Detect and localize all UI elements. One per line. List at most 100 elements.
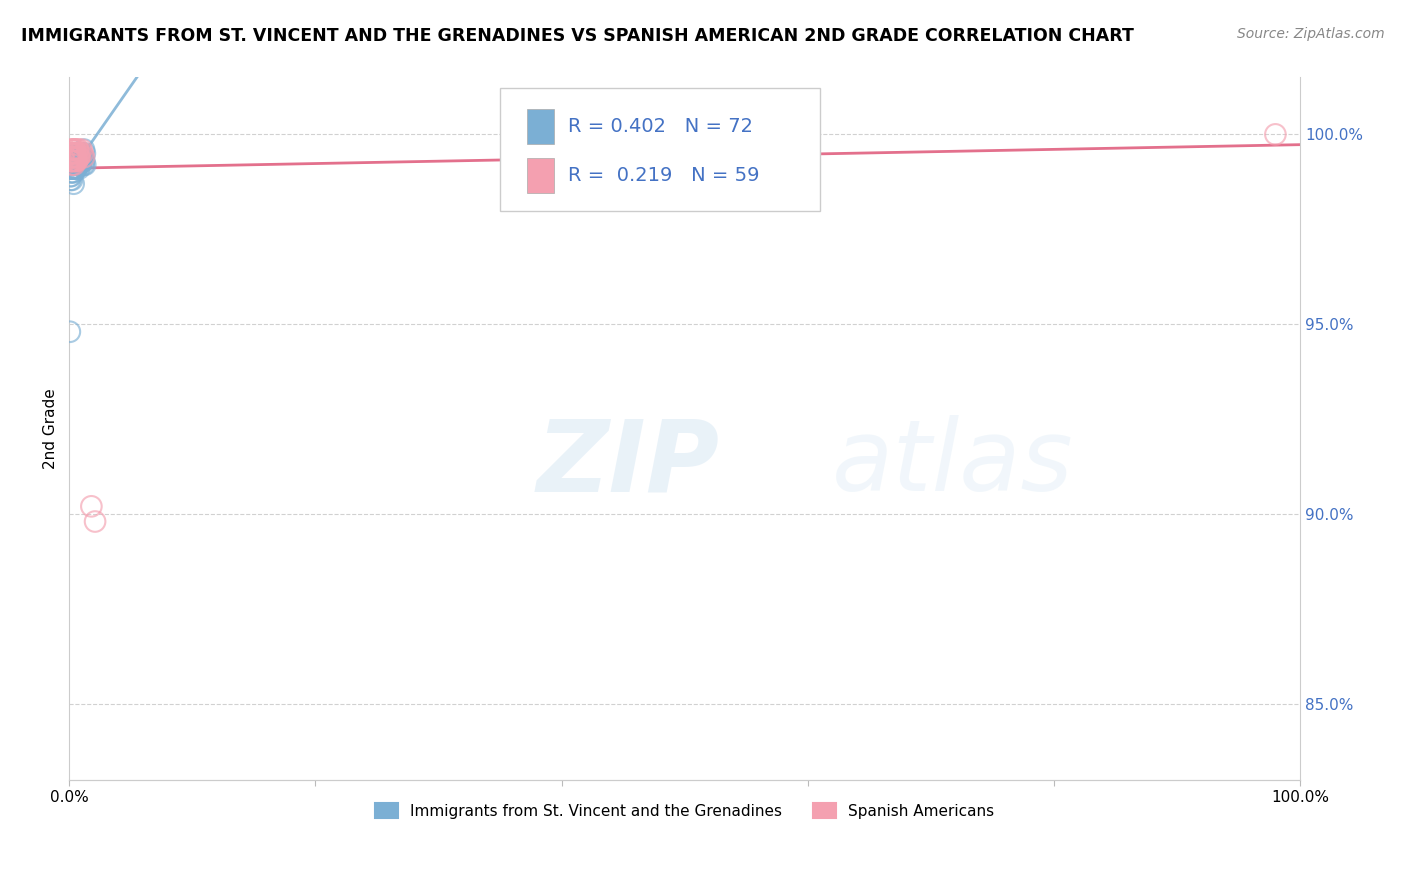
Point (63, 158, 86, 172)
Point (60, 150, 83, 164)
Point (70, 150, 93, 164)
Point (67, 158, 90, 172)
Point (62, 165, 84, 179)
Point (66, 150, 89, 164)
Point (59, 158, 82, 172)
Point (62, 158, 84, 172)
Point (62, 153, 84, 168)
Point (60, 161, 83, 176)
Point (65, 150, 87, 164)
Point (62, 150, 84, 164)
Point (59, 150, 82, 164)
Text: ZIP: ZIP (537, 415, 720, 512)
Point (63, 161, 86, 176)
Point (70, 153, 93, 168)
Point (63, 153, 86, 168)
Point (60, 158, 83, 172)
Point (63, 146, 86, 161)
Point (62, 150, 84, 164)
Point (62, 150, 84, 164)
Point (80, 500, 103, 514)
Point (60, 150, 83, 164)
Point (62, 150, 84, 164)
Point (60, 146, 83, 161)
Point (67, 158, 90, 172)
Point (65, 158, 87, 172)
Point (67, 150, 90, 164)
Point (59, 173, 82, 187)
Point (72, 150, 94, 164)
Point (62, 146, 84, 161)
Point (60, 150, 83, 164)
Point (60, 150, 83, 164)
Point (59, 153, 82, 168)
Point (66, 150, 89, 164)
Point (65, 153, 87, 168)
Point (84, 515, 107, 529)
Point (66, 153, 89, 168)
Point (63, 146, 86, 161)
Point (73, 143, 96, 157)
Point (60, 143, 83, 157)
Point (62, 143, 84, 157)
Point (63, 153, 86, 168)
Point (62, 153, 84, 168)
Point (66, 158, 89, 172)
Point (72, 146, 94, 161)
Point (65, 150, 87, 164)
Point (63, 153, 86, 168)
Bar (527, 109, 554, 145)
Point (65, 161, 87, 176)
Point (67, 143, 90, 157)
Point (60, 146, 83, 161)
Text: Source: ZipAtlas.com: Source: ZipAtlas.com (1237, 27, 1385, 41)
Point (66, 153, 89, 168)
Point (65, 150, 87, 164)
Point (62, 161, 84, 176)
Point (65, 146, 87, 161)
Point (59, 153, 82, 168)
Point (62, 153, 84, 168)
Point (69, 146, 91, 161)
Point (1264, 128, 1286, 142)
Point (69, 146, 91, 161)
Point (65, 150, 87, 164)
Point (60, 173, 83, 187)
Point (69, 153, 91, 168)
Y-axis label: 2nd Grade: 2nd Grade (44, 388, 58, 469)
Point (63, 150, 86, 164)
Point (73, 150, 96, 164)
Point (65, 150, 87, 164)
Point (67, 146, 90, 161)
Point (63, 158, 86, 172)
Point (62, 150, 84, 164)
Point (72, 153, 94, 168)
Point (75, 158, 97, 172)
Point (67, 150, 90, 164)
Point (59, 150, 82, 164)
FancyBboxPatch shape (501, 88, 820, 211)
Point (65, 150, 87, 164)
Point (59, 146, 82, 161)
Point (66, 146, 89, 161)
Point (65, 153, 87, 168)
Point (59, 165, 82, 179)
Point (62, 177, 84, 191)
Point (65, 143, 87, 157)
Point (73, 146, 96, 161)
Point (59, 153, 82, 168)
Point (60, 153, 83, 168)
Point (62, 146, 84, 161)
Point (62, 153, 84, 168)
Point (59, 158, 82, 172)
Point (63, 143, 86, 157)
Point (69, 153, 91, 168)
Point (62, 143, 84, 157)
Point (65, 161, 87, 176)
Point (60, 150, 83, 164)
Point (67, 150, 90, 164)
Point (63, 150, 86, 164)
Point (66, 153, 89, 168)
Bar (527, 158, 554, 194)
Point (63, 153, 86, 168)
